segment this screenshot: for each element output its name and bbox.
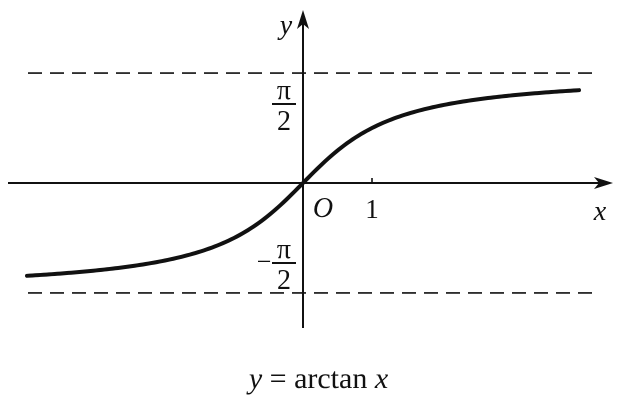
- origin-label: O: [313, 193, 333, 224]
- arctan-curve: [25, 88, 581, 278]
- y-axis-label: y: [277, 10, 293, 41]
- y-tick-label-neg-pi-half-sign: −: [257, 247, 272, 276]
- caption: y = arctan x: [0, 362, 637, 396]
- x-tick-label: 1: [365, 194, 379, 224]
- caption-y: y: [248, 362, 263, 395]
- y-tick-label-pi-half-denominator: 2: [277, 106, 291, 137]
- y-tick-label-pi-half-numerator: π: [277, 75, 291, 106]
- x-axis-label: x: [593, 196, 607, 227]
- caption-eq: =: [269, 362, 287, 395]
- y-axis-arrow: [297, 10, 309, 29]
- caption-x: x: [374, 362, 389, 395]
- y-tick-label-neg-pi-half-denominator: 2: [277, 265, 291, 296]
- x-axis-arrow: [594, 177, 613, 189]
- y-tick-label-neg-pi-half-numerator: π: [277, 234, 291, 265]
- caption-fn: arctan: [294, 362, 368, 395]
